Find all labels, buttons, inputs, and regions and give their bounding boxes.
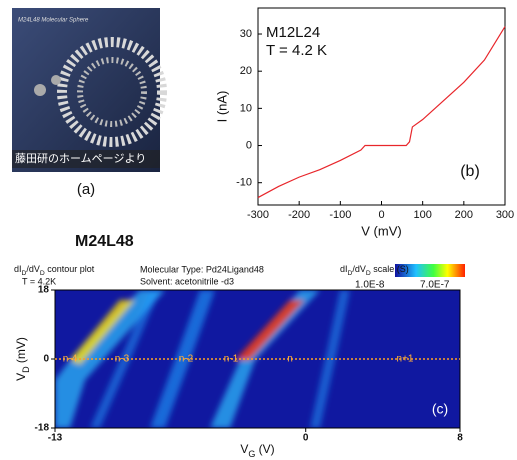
- y-tick-label: 10: [240, 102, 252, 114]
- header-left-part: D: [22, 270, 27, 277]
- annotation: n-3: [115, 354, 130, 365]
- x-tick-label: 8: [457, 433, 463, 444]
- y-axis-label: VD (mV): [14, 337, 31, 381]
- x-tick-label: -300: [247, 209, 269, 221]
- x-tick-label: -13: [48, 433, 63, 444]
- y-tick-label: 0: [43, 354, 49, 365]
- x-tick-label: 300: [496, 209, 514, 221]
- panel-title: M24L48: [75, 233, 134, 250]
- y-tick-label: 0: [246, 139, 252, 151]
- x-tick-label: 100: [413, 209, 431, 221]
- scale-label-part: D: [366, 270, 371, 277]
- x-tick-label: 0: [378, 209, 384, 221]
- annotation: (b): [460, 163, 480, 180]
- x-axis-label-part: V: [240, 442, 248, 456]
- x-axis-label-part: (V): [255, 442, 274, 456]
- y-axis-label: I (nA): [214, 91, 229, 123]
- header-mid: Molecular Type: Pd24Ligand48: [140, 264, 264, 274]
- x-axis-label: V (mV): [361, 223, 401, 238]
- annotation: T = 4.2 K: [266, 42, 327, 59]
- annotation: n+1: [397, 354, 414, 365]
- scale-label: dID/dVD scale (S): [340, 264, 409, 277]
- annotation: (c): [432, 401, 448, 417]
- scale-max: 7.0E-7: [420, 280, 450, 291]
- x-tick-label: 0: [303, 433, 309, 444]
- annotation: n-1: [224, 354, 239, 365]
- scale-label-part: /dV: [352, 264, 366, 274]
- annotation: n-2: [179, 354, 194, 365]
- x-axis-label: VG (V): [240, 442, 274, 459]
- scale-label-part: D: [348, 270, 353, 277]
- y-axis-label-part: D: [21, 366, 31, 373]
- header-left-part: contour plot: [45, 264, 95, 274]
- scale-min: 1.0E-8: [355, 280, 385, 291]
- y-tick-label: -10: [236, 177, 252, 189]
- y-tick-label: 20: [240, 65, 252, 77]
- sphere: [57, 37, 167, 147]
- header-left-part: /dV: [26, 264, 40, 274]
- data-line: [257, 26, 506, 199]
- y-tick-label: 30: [240, 28, 252, 40]
- image-title: M24L48 Molecular Sphere: [18, 18, 89, 24]
- ligand: [51, 75, 61, 85]
- header-left: T = 4.2K: [22, 276, 56, 286]
- color-scale: [395, 264, 465, 277]
- header-left-part: D: [40, 270, 45, 277]
- annotation: M12L24: [266, 24, 320, 41]
- x-axis-label-part: G: [248, 449, 255, 459]
- ligand: [34, 84, 46, 96]
- x-tick-label: 200: [455, 209, 473, 221]
- caption-band: [12, 150, 160, 168]
- sphere-inner: [77, 57, 147, 127]
- header-mid: Solvent: acetonitrile -d3: [140, 276, 234, 286]
- annotation: n: [287, 354, 293, 365]
- y-axis-label-part: V: [14, 373, 28, 381]
- image-caption: 藤田研のホームページより: [15, 152, 146, 165]
- x-tick-label: -100: [329, 209, 351, 221]
- annotation: n-4: [63, 354, 78, 365]
- x-tick-label: -200: [288, 209, 310, 221]
- y-tick-label: -18: [35, 423, 50, 434]
- y-tick-label: 18: [38, 285, 50, 296]
- panel-label: (a): [77, 181, 95, 198]
- header-left-part: dI: [14, 264, 22, 274]
- scale-label-part: scale (S): [371, 264, 409, 274]
- y-axis-label-part: (mV): [14, 337, 28, 366]
- scale-label-part: dI: [340, 264, 348, 274]
- header-left: dID/dVD contour plot: [14, 264, 95, 277]
